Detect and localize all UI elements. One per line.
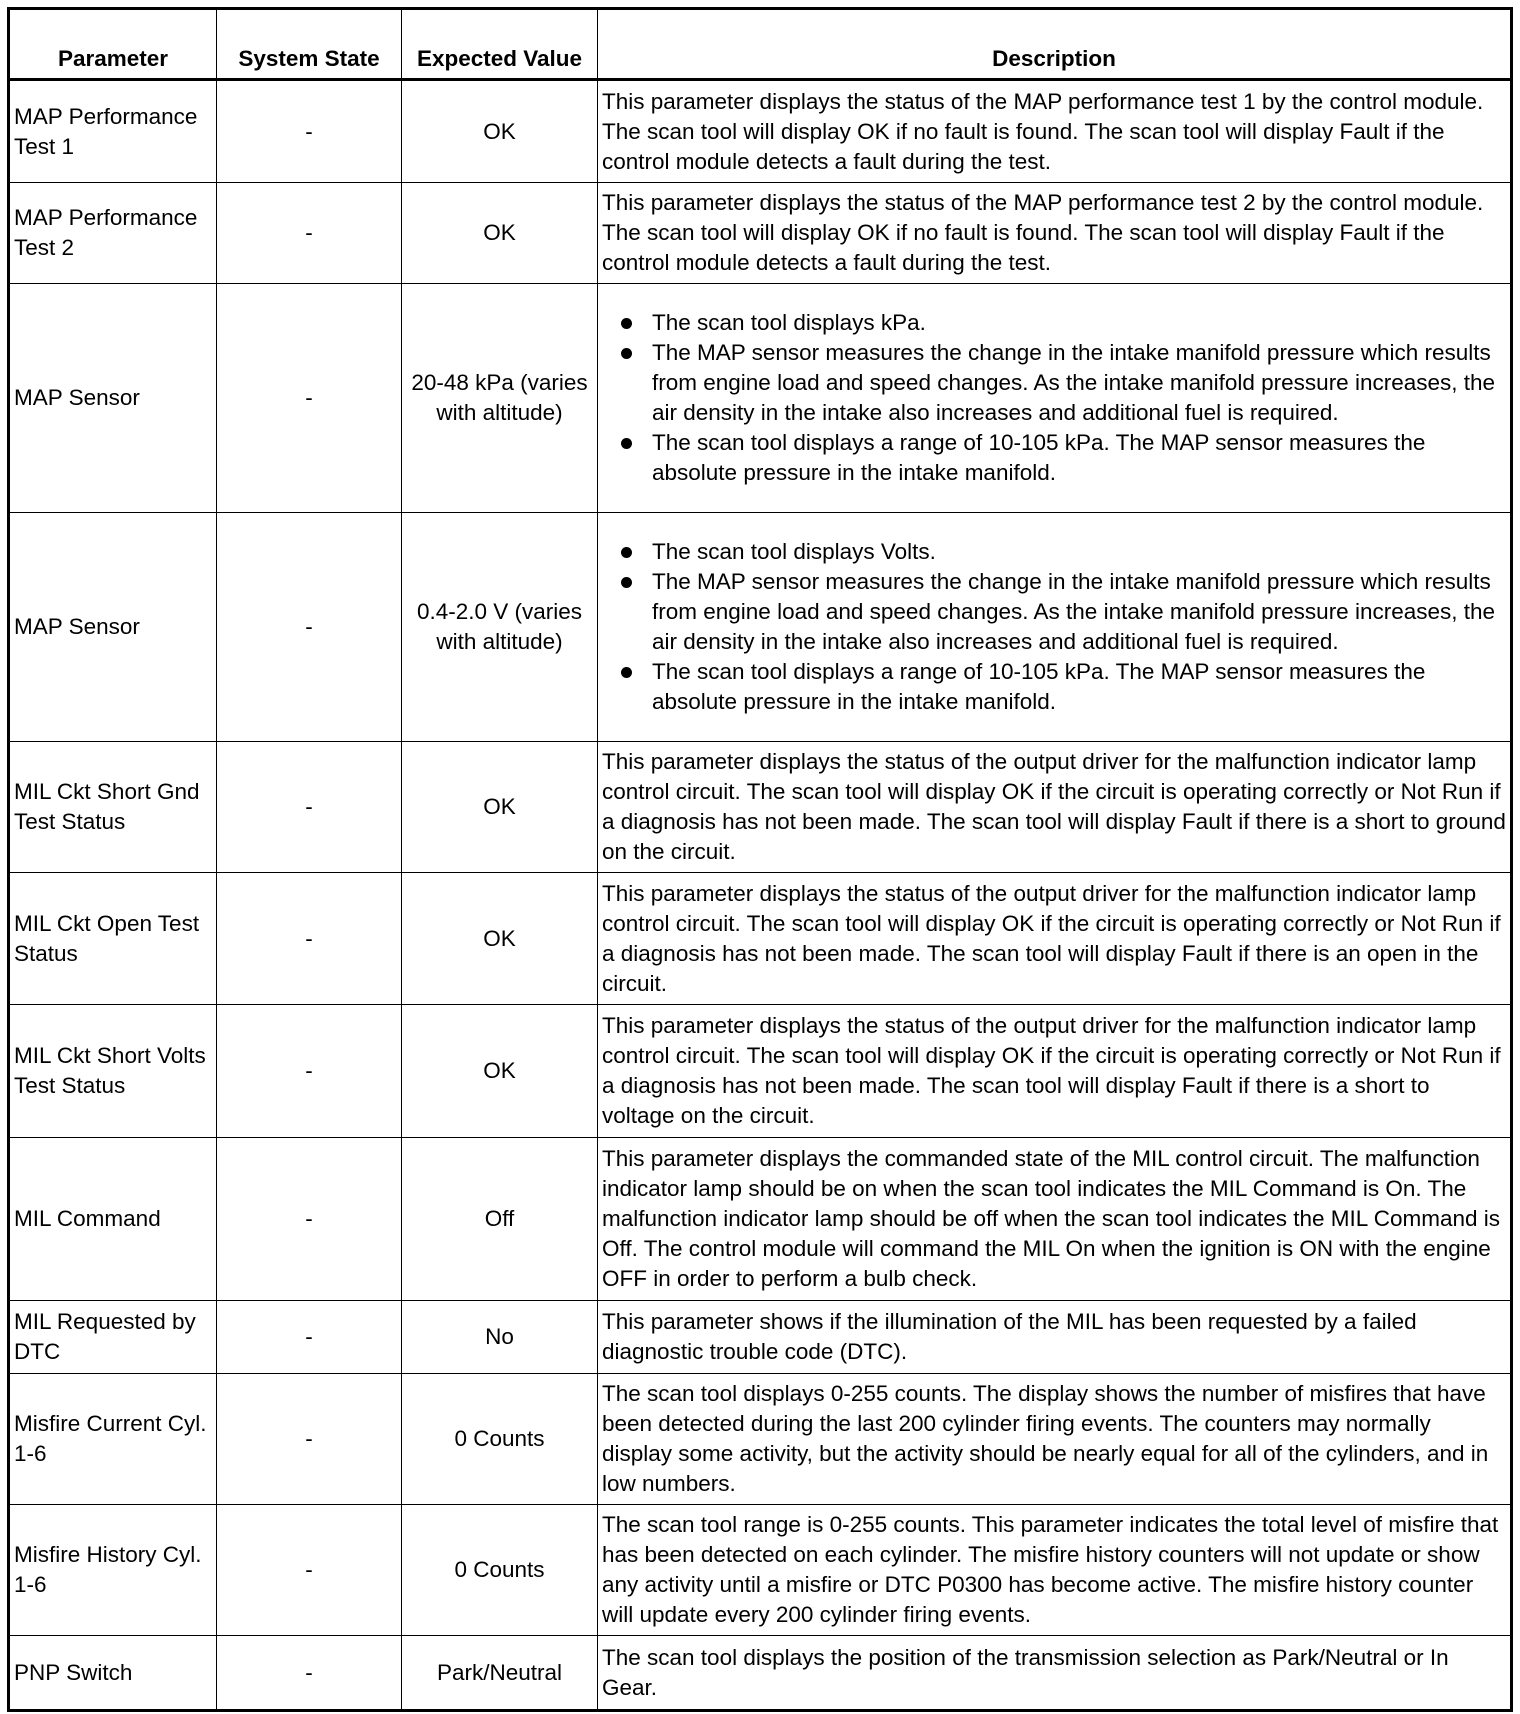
cell-system-state: -	[216, 1300, 402, 1374]
bullet-item: The scan tool displays a range of 10-105…	[621, 428, 1506, 488]
table-row: MIL Requested by DTC - No This parameter sh…	[8, 1300, 1512, 1374]
cell-parameter: MAP Performance Test 2	[8, 182, 217, 284]
cell-parameter: MAP Performance Test 1	[8, 79, 217, 183]
cell-parameter: Misfire Current Cyl. 1-6	[8, 1373, 217, 1505]
cell-description: The scan tool range is 0-255 counts. Thi…	[597, 1504, 1512, 1636]
table-row: Misfire History Cyl. 1-6-0 Counts The sca…	[8, 1504, 1512, 1636]
table-row: MIL Ckt Open Test Status - OK This paramete…	[8, 872, 1512, 1005]
bullet-item: The scan tool displays a range of 10-105…	[621, 657, 1506, 717]
table-row: PNP Switch - Park/Neutral The scan tool dis…	[8, 1635, 1512, 1711]
bullet-item: The MAP sensor measures the change in th…	[621, 567, 1506, 657]
cell-parameter: PNP Switch	[8, 1635, 217, 1711]
table-row: MAP Sensor -20-48 kPa (varies with altitu…	[8, 283, 1512, 513]
header-expected-value: Expected Value	[401, 8, 598, 81]
table-row: MIL Ckt Short Volts Test Status - OK This p…	[8, 1004, 1512, 1138]
cell-expected-value: No	[401, 1300, 598, 1374]
cell-description: This parameter displays the status of th…	[597, 79, 1512, 183]
cell-description: The scan tool displays 0-255 counts. The…	[597, 1373, 1512, 1505]
cell-expected-value: 20-48 kPa (varies with altitude)	[401, 283, 598, 513]
cell-system-state: -	[216, 283, 402, 513]
cell-parameter: MIL Ckt Short Volts Test Status	[8, 1004, 217, 1138]
parameter-table: Parameter System State Expected Value De…	[7, 7, 1513, 1712]
cell-system-state: -	[216, 872, 402, 1005]
table-row: MAP Performance Test 2- OK This parameter …	[8, 182, 1512, 284]
cell-parameter: Misfire History Cyl. 1-6	[8, 1504, 217, 1636]
cell-description: This parameter shows if the illumination…	[597, 1300, 1512, 1374]
bullet-item: The MAP sensor measures the change in th…	[621, 338, 1506, 428]
table-row: MIL Ckt Short Gnd Test Status - OK This par…	[8, 741, 1512, 873]
cell-description: The scan tool displays the position of t…	[597, 1635, 1512, 1711]
bullet-item: The scan tool displays Volts.	[621, 537, 1506, 567]
cell-system-state: -	[216, 1137, 402, 1301]
cell-parameter: MAP Sensor	[8, 283, 217, 513]
header-system-state: System State	[216, 8, 402, 81]
cell-parameter: MIL Command	[8, 1137, 217, 1301]
cell-expected-value: OK	[401, 1004, 598, 1138]
header-description: Description	[597, 8, 1512, 81]
cell-expected-value: Off	[401, 1137, 598, 1301]
cell-expected-value: OK	[401, 182, 598, 284]
bullet-list: The scan tool displays kPa. The MAP senso…	[602, 308, 1506, 488]
table-row: Misfire Current Cyl. 1-6-0 Counts The sca…	[8, 1373, 1512, 1505]
cell-expected-value: 0.4-2.0 V (varies with altitude)	[401, 512, 598, 742]
cell-system-state: -	[216, 1373, 402, 1505]
header-parameter: Parameter	[8, 8, 217, 81]
cell-expected-value: OK	[401, 872, 598, 1005]
cell-parameter: MAP Sensor	[8, 512, 217, 742]
cell-system-state: -	[216, 512, 402, 742]
cell-system-state: -	[216, 1635, 402, 1711]
cell-system-state: -	[216, 1004, 402, 1138]
cell-description: The scan tool displays Volts. The MAP sen…	[597, 512, 1512, 742]
cell-description: This parameter displays the status of th…	[597, 182, 1512, 284]
cell-description: This parameter displays the status of th…	[597, 872, 1512, 1005]
header-row: Parameter System State Expected Value De…	[8, 8, 1512, 81]
cell-parameter: MIL Requested by DTC	[8, 1300, 217, 1374]
cell-expected-value: Park/Neutral	[401, 1635, 598, 1711]
cell-expected-value: OK	[401, 741, 598, 873]
cell-expected-value: OK	[401, 79, 598, 183]
cell-description: This parameter displays the status of th…	[597, 741, 1512, 873]
bullet-item: The scan tool displays kPa.	[621, 308, 1506, 338]
table-row: MAP Performance Test 1- OK This parameter …	[8, 79, 1512, 183]
cell-system-state: -	[216, 741, 402, 873]
table-row: MAP Sensor -0.4-2.0 V (varies with altitu…	[8, 512, 1512, 742]
cell-expected-value: 0 Counts	[401, 1373, 598, 1505]
cell-parameter: MIL Ckt Open Test Status	[8, 872, 217, 1005]
table-row: MIL Command - Off This parameter displays t…	[8, 1137, 1512, 1301]
bullet-list: The scan tool displays Volts. The MAP sen…	[602, 537, 1506, 717]
cell-description: The scan tool displays kPa. The MAP senso…	[597, 283, 1512, 513]
cell-description: This parameter displays the commanded st…	[597, 1137, 1512, 1301]
cell-description: This parameter displays the status of th…	[597, 1004, 1512, 1138]
cell-expected-value: 0 Counts	[401, 1504, 598, 1636]
cell-parameter: MIL Ckt Short Gnd Test Status	[8, 741, 217, 873]
cell-system-state: -	[216, 182, 402, 284]
cell-system-state: -	[216, 1504, 402, 1636]
cell-system-state: -	[216, 79, 402, 183]
